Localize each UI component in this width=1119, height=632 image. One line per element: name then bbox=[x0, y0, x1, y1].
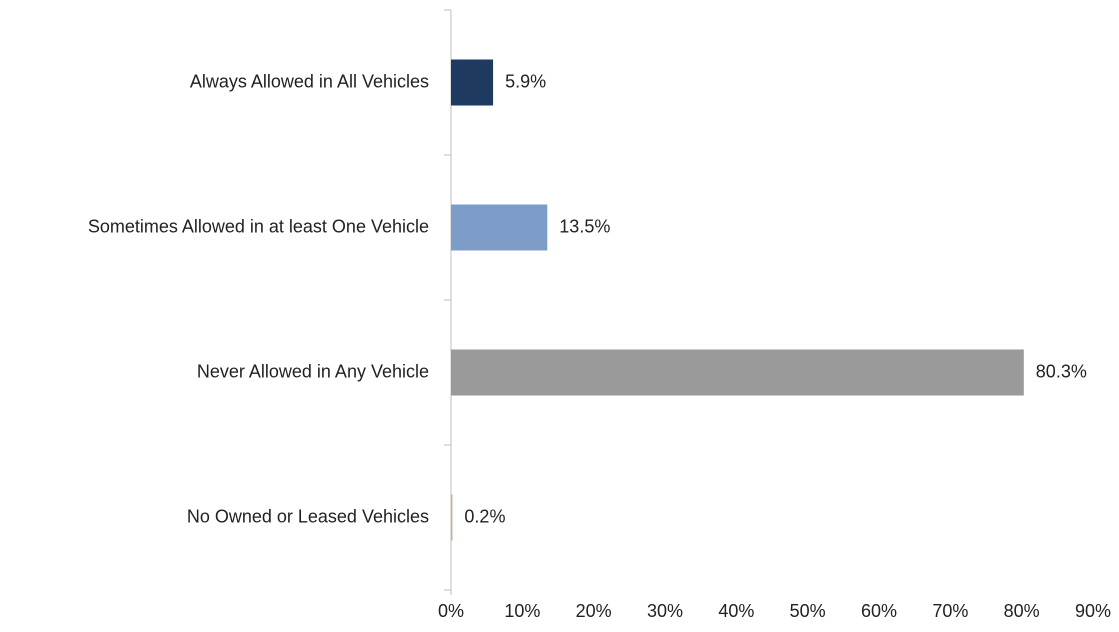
x-tick-label: 80% bbox=[1004, 601, 1040, 621]
bar bbox=[451, 494, 453, 541]
value-label: 5.9% bbox=[505, 71, 546, 91]
value-label: 80.3% bbox=[1036, 361, 1087, 381]
x-tick-label: 90% bbox=[1075, 601, 1111, 621]
x-tick-label: 10% bbox=[504, 601, 540, 621]
value-label: 13.5% bbox=[559, 216, 610, 236]
x-tick-label: 60% bbox=[861, 601, 897, 621]
x-tick-label: 50% bbox=[790, 601, 826, 621]
y-tick-label: No Owned or Leased Vehicles bbox=[187, 506, 429, 526]
bar bbox=[451, 204, 548, 251]
x-tick-label: 20% bbox=[576, 601, 612, 621]
x-tick-label: 0% bbox=[438, 601, 464, 621]
y-tick-label: Always Allowed in All Vehicles bbox=[190, 71, 429, 91]
y-tick-label: Sometimes Allowed in at least One Vehicl… bbox=[88, 216, 429, 236]
x-tick-label: 30% bbox=[647, 601, 683, 621]
x-tick-label: 40% bbox=[718, 601, 754, 621]
bar bbox=[451, 349, 1024, 396]
value-label: 0.2% bbox=[464, 506, 505, 526]
bar bbox=[451, 59, 494, 106]
x-tick-label: 70% bbox=[932, 601, 968, 621]
y-tick-label: Never Allowed in Any Vehicle bbox=[197, 361, 429, 381]
